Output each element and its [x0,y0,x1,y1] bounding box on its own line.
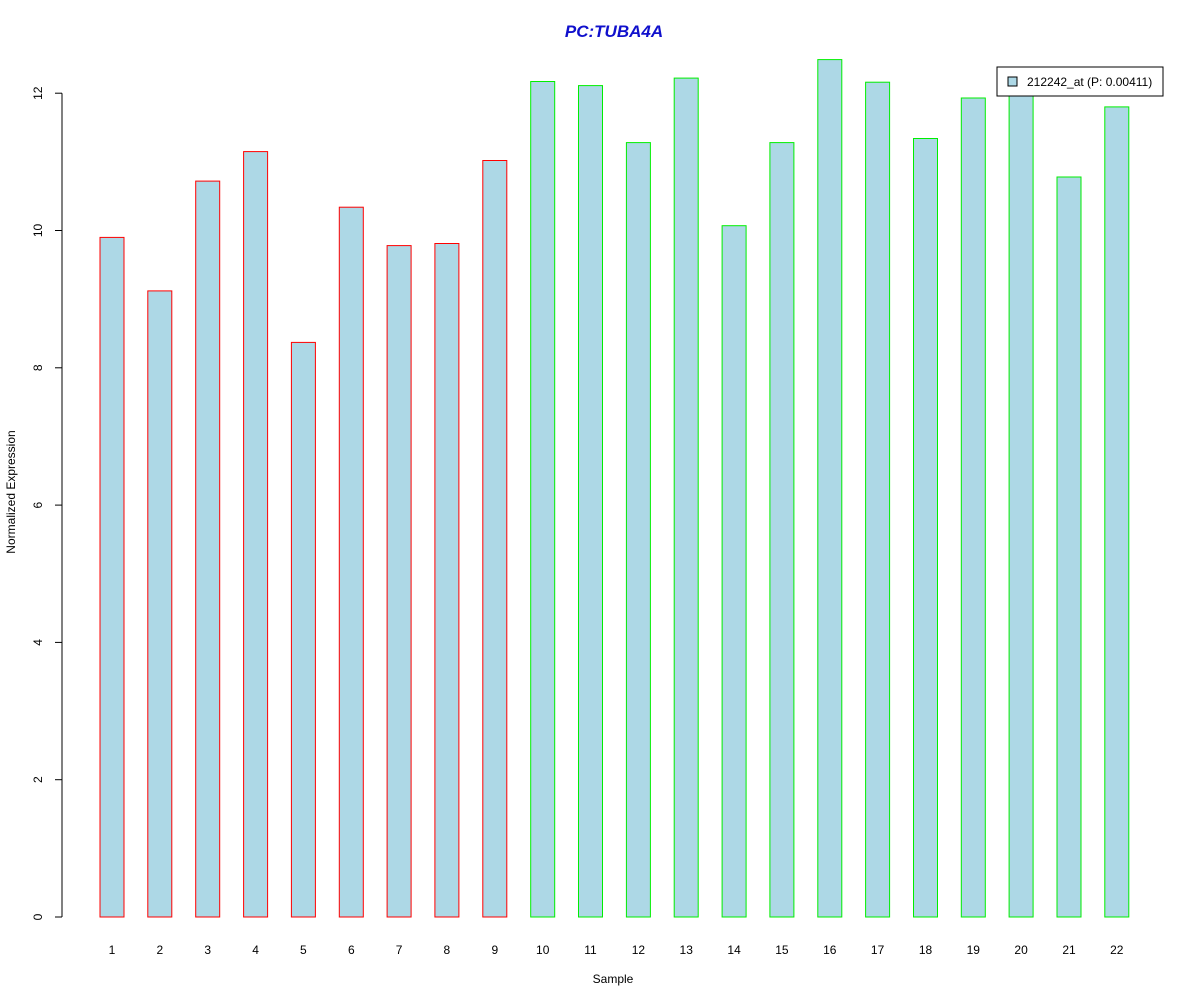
y-tick-label: 8 [31,364,45,371]
y-tick-label: 2 [31,776,45,783]
bar [338,206,364,918]
x-tick-label: 2 [156,943,163,957]
bar [817,59,843,918]
y-tick-label: 6 [31,501,45,508]
bar [578,85,603,918]
x-tick-label: 8 [444,943,451,957]
x-tick-label: 13 [680,943,694,957]
bar [386,245,412,918]
bar [147,290,173,918]
chart-title: PC:TUBA4A [565,22,663,41]
bar [195,180,221,918]
x-tick-label: 15 [775,943,789,957]
bar [865,81,891,918]
bar [99,236,125,918]
bar [960,97,986,918]
bar [1056,176,1082,918]
x-tick-label: 20 [1014,943,1028,957]
x-axis-label: Sample [593,972,634,986]
bar [290,341,316,918]
x-tick-label: 21 [1062,943,1076,957]
bar [1008,92,1034,918]
bar [769,142,795,918]
y-tick-label: 12 [31,86,45,100]
legend-label: 212242_at (P: 0.00411) [1027,75,1152,89]
x-tick-label: 3 [204,943,211,957]
y-tick-label: 0 [31,913,45,920]
x-tick-label: 19 [967,943,981,957]
legend: 212242_at (P: 0.00411) [996,66,1164,97]
bars-group [99,59,1130,918]
x-tick-label: 4 [252,943,259,957]
x-tick-label: 22 [1110,943,1124,957]
bar [434,243,460,918]
x-tick-label: 17 [871,943,885,957]
x-tick-label: 18 [919,943,933,957]
x-tick-label: 16 [823,943,837,957]
bar [913,138,938,918]
x-tick-label: 9 [491,943,498,957]
x-tick-label: 6 [348,943,355,957]
legend-box [996,66,1164,97]
bar [482,160,508,918]
x-tick-label: 1 [109,943,116,957]
bar [243,151,269,918]
x-tick-label: 5 [300,943,307,957]
y-tick-label: 10 [31,224,45,238]
bar [721,225,747,918]
legend-swatch [1007,76,1018,87]
y-tick-label: 4 [31,639,45,646]
x-tick-label: 14 [727,943,741,957]
x-tick-label: 7 [396,943,403,957]
x-tick-label: 11 [584,943,597,957]
bar [625,142,651,918]
y-axis-label: Normalized Expression [4,430,18,553]
x-tick-labels: 1 2 3 4 5 6 7 8 9 10 11 12 13 14 15 16 17 18 19 20 21 22 [109,943,1124,957]
x-tick-label: 12 [632,943,646,957]
bar [673,77,699,918]
bar [530,81,556,918]
y-axis: 0 2 4 6 8 10 12 [31,86,63,920]
x-tick-label: 10 [536,943,550,957]
bar [1104,106,1130,918]
